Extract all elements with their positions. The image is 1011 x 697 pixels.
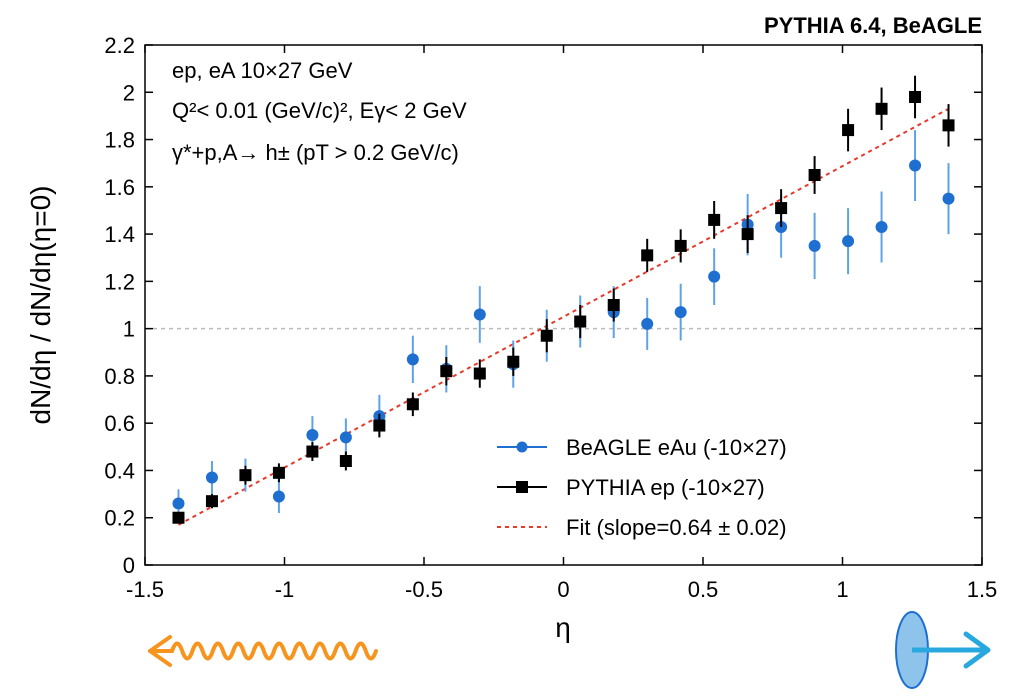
nucleus-arrowhead [963,631,991,669]
legend-marker-pythia [516,481,528,493]
data-point [406,353,419,366]
y-tick-label: 1.4 [104,222,135,247]
data-point [272,466,285,479]
data-point [875,102,888,115]
data-point [339,455,352,467]
data-point [473,367,486,380]
data-point [708,213,721,226]
annotation-cuts: Q²< 0.01 (GeV/c)², Eγ< 2 GeV [172,98,467,123]
data-point [507,355,520,368]
legend-label-pythia: PYTHIA ep (-10×27) [566,475,765,500]
data-point [272,490,285,503]
data-point [674,306,687,319]
legend-item-fit: Fit (slope=0.64 ± 0.02) [497,515,787,540]
photon-arrowhead [148,635,172,667]
plot-frame [144,44,983,566]
data-point [775,202,788,215]
legend-marker-beagle [516,441,528,453]
y-tick-label: 0.8 [104,364,135,389]
y-tick-label: 2.2 [104,33,135,58]
data-point [674,239,687,252]
legend-item-beagle: BeAGLE eAu (-10×27) [497,435,787,460]
data-point [473,308,486,321]
data-point [942,192,955,205]
x-tick-label: -1.5 [126,577,164,602]
fit-layer [178,107,949,526]
data-point [808,239,821,252]
y-tick-label: 1 [123,317,135,342]
data-point [239,469,252,482]
y-tick-label: 1.2 [104,269,135,294]
series-pythia [172,75,955,524]
data-point [842,124,855,137]
legend-label-fit: Fit (slope=0.64 ± 0.02) [566,515,787,540]
data-point [641,249,654,262]
y-axis-label: dN/dη / dN/dη(η=0) [25,186,56,425]
x-axis-label: η [555,612,571,643]
data-point [607,299,620,311]
fit-line [178,107,949,526]
x-tick-label: 1.5 [967,577,998,602]
legend: BeAGLE eAu (-10×27) PYTHIA ep (-10×27) F… [497,435,787,540]
x-tick-label: 1 [836,577,848,602]
data-point [205,471,218,484]
x-tick-label: 0 [557,577,569,602]
y-tick-label: 0.6 [104,411,135,436]
y-tick-label: 0.4 [104,458,135,483]
data-point [306,445,319,458]
data-point [909,159,922,172]
x-tick-label: -0.5 [405,577,443,602]
y-tick-label: 2 [123,80,135,105]
series-layer [172,75,955,524]
data-point [741,228,754,241]
annotation-beam: ep, eA 10×27 GeV [172,58,353,83]
data-point [406,398,419,411]
data-point [842,235,855,248]
legend-label-beagle: BeAGLE eAu (-10×27) [566,435,787,460]
x-tick-label: 0.5 [688,577,719,602]
y-tick-label: 0 [123,553,135,578]
series-beagle [172,130,955,518]
data-point [641,317,654,330]
data-point [205,495,218,508]
data-point [373,419,386,432]
data-point [540,329,553,342]
annotation-process: γ*+p,A→ h± (pT > 0.2 GeV/c) [172,140,459,165]
photon-arrow-icon [148,635,378,667]
data-point [172,511,185,524]
data-point [339,431,352,444]
chart-title: PYTHIA 6.4, BeAGLE [764,13,982,38]
data-point [306,429,319,441]
data-point [942,119,955,132]
y-tick-label: 0.2 [104,506,135,531]
tick-layer: -1.5 -1 -0.5 0 0.5 1 1.5 0 0.2 0.4 0.6 0.8 1 1.2 1.4 1.… [104,33,997,602]
y-tick-label: 1.6 [104,175,135,200]
data-point [909,91,922,103]
data-point [708,270,721,283]
photon-wave [148,641,378,661]
y-tick-label: 1.8 [104,128,135,153]
legend-item-pythia: PYTHIA ep (-10×27) [497,475,765,500]
data-point [574,315,587,328]
data-point [875,221,888,233]
data-point [440,365,453,378]
x-tick-label: -1 [275,577,295,602]
data-point [172,497,185,510]
data-point [808,169,821,181]
nucleus-arrow-icon [895,611,991,689]
